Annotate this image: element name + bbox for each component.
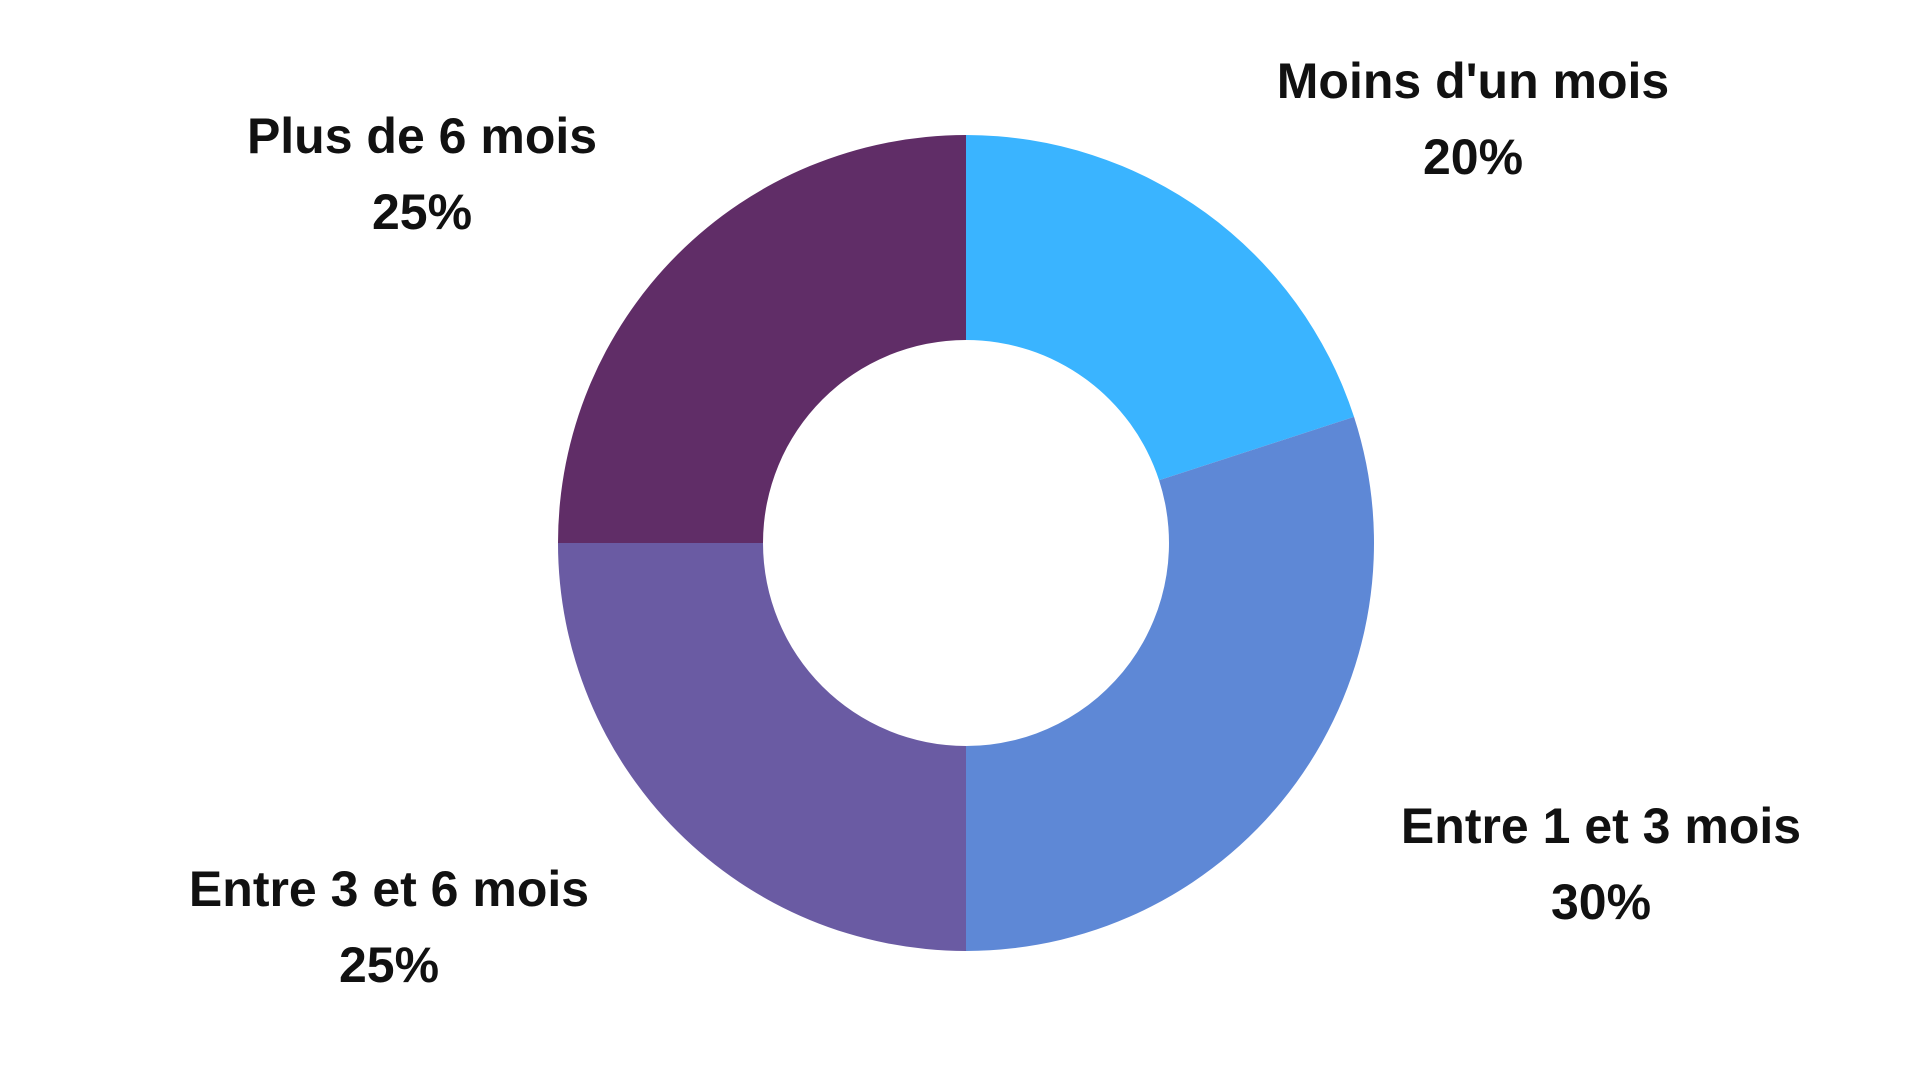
donut-slices (558, 135, 1374, 951)
slice-label-name: Entre 1 et 3 mois (1401, 798, 1801, 854)
slice-label-entre-1-et-3-mois: Entre 1 et 3 mois 30% (1401, 798, 1801, 930)
slice-entre-3-et-6-mois (558, 543, 966, 951)
slice-entre-1-et-3-mois (966, 416, 1374, 951)
slice-label-value: 20% (1423, 129, 1523, 185)
slice-label-name: Entre 3 et 6 mois (189, 861, 589, 917)
slice-label-value: 25% (339, 937, 439, 993)
slice-plus-de-6-mois (558, 135, 966, 543)
slice-label-value: 25% (372, 184, 472, 240)
slice-label-entre-3-et-6-mois: Entre 3 et 6 mois 25% (189, 861, 589, 993)
slice-label-moins-d-un-mois: Moins d'un mois 20% (1277, 53, 1669, 185)
slice-label-value: 30% (1551, 874, 1651, 930)
slice-label-name: Plus de 6 mois (247, 108, 597, 164)
slice-label-name: Moins d'un mois (1277, 53, 1669, 109)
slice-label-plus-de-6-mois: Plus de 6 mois 25% (247, 108, 597, 240)
slice-moins-d-un-mois (966, 135, 1355, 481)
